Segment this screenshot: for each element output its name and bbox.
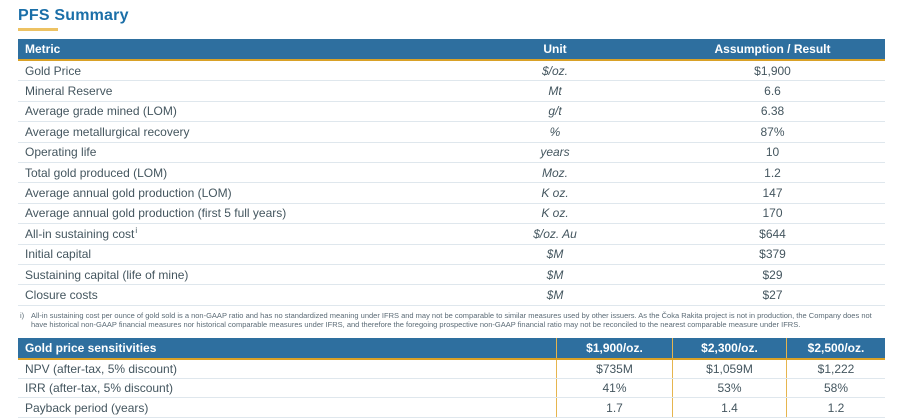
metric-cell: Sustaining capital (life of mine): [25, 267, 189, 282]
result-cell: 6.6: [764, 84, 781, 99]
unit-cell: $M: [546, 287, 564, 302]
value-cell: 1.4: [672, 398, 786, 417]
table-row: NPV (after-tax, 5% discount) $735M $1,05…: [18, 359, 885, 380]
table-row: Closure costs $M $27: [18, 285, 885, 306]
column-header-metric: Metric: [25, 42, 61, 56]
unit-cell: K oz.: [541, 206, 569, 221]
value-cell: $1,059M: [672, 359, 786, 379]
result-cell: $644: [759, 226, 786, 241]
row-label: NPV (after-tax, 5% discount): [25, 361, 178, 376]
metric-cell: Closure costs: [25, 287, 98, 302]
column-header-price-2500: $2,500/oz.: [786, 337, 885, 358]
sensitivities-title: Gold price sensitivities: [25, 340, 157, 355]
unit-cell: Mt: [548, 84, 562, 99]
row-label: Payback period (years): [25, 400, 149, 415]
table-row: Average metallurgical recovery % 87%: [18, 122, 885, 143]
table-row: Gold Price $/oz. $1,900: [18, 61, 885, 82]
table-row: Sustaining capital (life of mine) $M $29: [18, 265, 885, 286]
result-cell: $29: [762, 267, 783, 282]
table-row: All-in sustaining costi $/oz. Au $644: [18, 224, 885, 245]
result-cell: 170: [762, 206, 783, 221]
metric-label: All-in sustaining cost: [25, 226, 135, 241]
row-label: IRR (after-tax, 5% discount): [25, 381, 174, 396]
table-row: Average grade mined (LOM) g/t 6.38: [18, 102, 885, 123]
pfs-summary-table: Metric Unit Assumption / Result Gold Pri…: [18, 39, 885, 306]
sensitivities-header-row: Gold price sensitivities $1,900/oz. $2,3…: [18, 337, 885, 360]
table-row: Payback period (years) 1.7 1.4 1.2: [18, 398, 885, 418]
unit-cell: $M: [546, 267, 564, 282]
table-row: Average annual gold production (first 5 …: [18, 204, 885, 225]
unit-cell: Moz.: [541, 165, 568, 180]
table-row: IRR (after-tax, 5% discount) 41% 53% 58%: [18, 379, 885, 399]
metric-cell: Mineral Reserve: [25, 84, 113, 99]
column-header-result: Assumption / Result: [714, 42, 831, 56]
value-cell: $1,222: [786, 359, 885, 379]
unit-cell: years: [540, 145, 570, 160]
metric-cell: Operating life: [25, 145, 97, 160]
value-cell: 53%: [672, 379, 786, 398]
result-cell: 10: [765, 145, 780, 160]
footnote: i) All-in sustaining cost per ounce of g…: [18, 311, 885, 330]
result-cell: 87%: [760, 124, 785, 139]
footnote-reference: i: [135, 225, 138, 235]
metric-cell: Initial capital: [25, 247, 92, 262]
footnote-text: All-in sustaining cost per ounce of gold…: [31, 310, 872, 330]
unit-cell: $/oz. Au: [533, 226, 577, 241]
footnote-marker: i): [20, 310, 25, 320]
gold-price-sensitivities-table: Gold price sensitivities $1,900/oz. $2,3…: [18, 337, 885, 418]
unit-cell: %: [549, 124, 561, 139]
table-row: Operating life years 10: [18, 143, 885, 163]
result-cell: 147: [762, 186, 783, 201]
result-cell: $379: [759, 247, 786, 262]
metric-cell: Gold Price: [25, 63, 82, 78]
result-cell: 6.38: [760, 104, 785, 119]
result-cell: 1.2: [764, 165, 781, 180]
metric-cell: Average annual gold production (LOM): [25, 186, 232, 201]
column-header-price-1900: $1,900/oz.: [556, 337, 672, 358]
unit-cell: $M: [546, 247, 564, 262]
value-cell: 41%: [556, 379, 672, 398]
metric-cell: Total gold produced (LOM): [25, 165, 168, 180]
table-row: Total gold produced (LOM) Moz. 1.2: [18, 163, 885, 184]
pfs-table-header-row: Metric Unit Assumption / Result: [18, 39, 885, 61]
table-row: Average annual gold production (LOM) K o…: [18, 183, 885, 204]
column-header-unit: Unit: [543, 42, 567, 56]
column-header-price-2300: $2,300/oz.: [672, 337, 786, 358]
result-cell: $1,900: [754, 63, 791, 78]
value-cell: 1.2: [786, 398, 885, 417]
table-row: Initial capital $M $379: [18, 245, 885, 265]
value-cell: 1.7: [556, 398, 672, 417]
metric-cell: All-in sustaining costi: [18, 225, 450, 241]
unit-cell: $/oz.: [541, 63, 568, 78]
title-underline: [18, 28, 58, 31]
page-title: PFS Summary: [18, 7, 129, 24]
metric-cell: Average grade mined (LOM): [25, 104, 177, 119]
table-row: Mineral Reserve Mt 6.6: [18, 81, 885, 102]
metric-cell: Average metallurgical recovery: [25, 124, 190, 139]
value-cell: 58%: [786, 379, 885, 398]
value-cell: $735M: [556, 359, 672, 379]
unit-cell: K oz.: [541, 186, 569, 201]
unit-cell: g/t: [548, 104, 562, 119]
result-cell: $27: [762, 287, 783, 302]
metric-cell: Average annual gold production (first 5 …: [25, 206, 287, 221]
